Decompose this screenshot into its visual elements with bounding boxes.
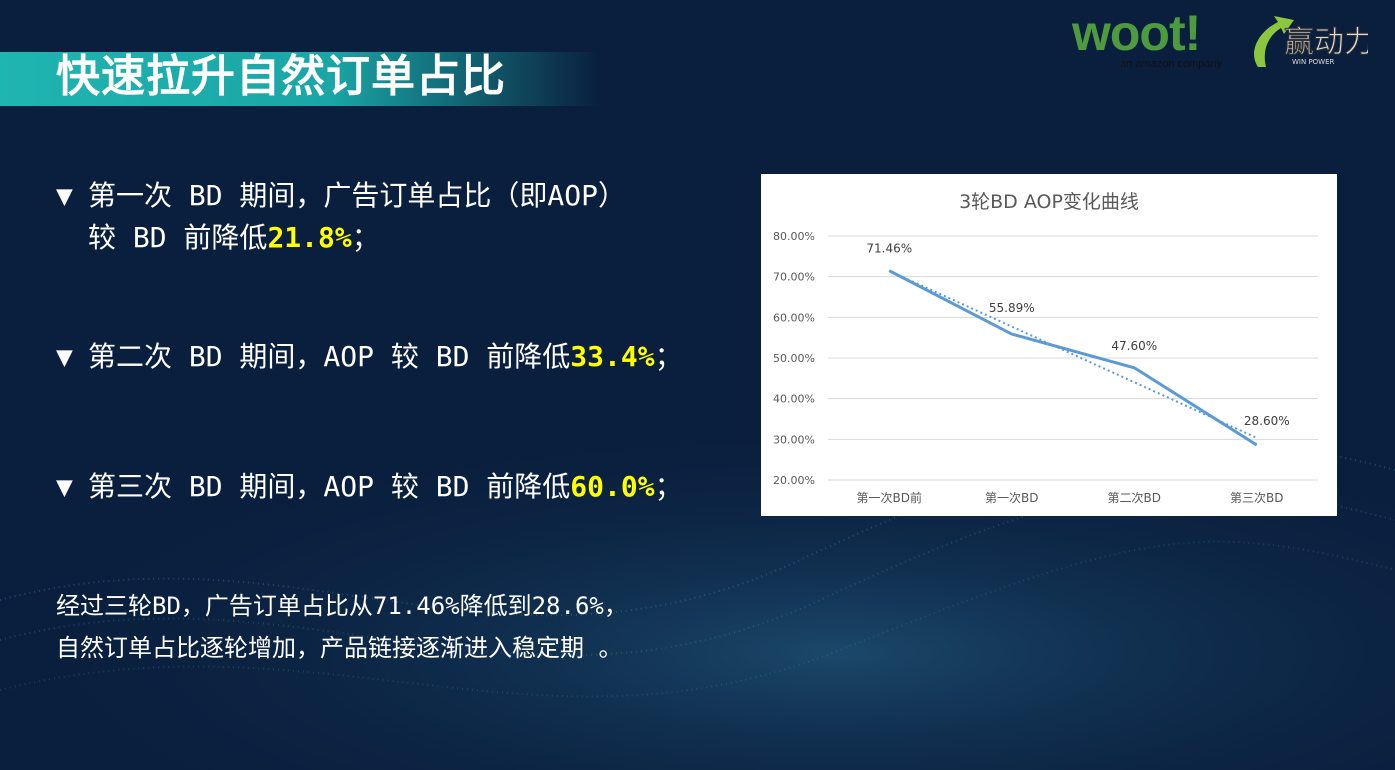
highlight-value: 60.0% [570, 470, 655, 503]
data-label: 71.46% [866, 242, 912, 256]
x-tick-label: 第一次BD前 [857, 490, 922, 505]
y-tick-label: 80.00% [773, 230, 815, 243]
summary-text: 经过三轮BD，广告订单占比从71.46%降低到28.6%， 自然订单占比逐轮增加… [56, 592, 628, 662]
winpower-logo: 赢动力 WIN POWER [1254, 16, 1368, 67]
triangle-down-icon: ▼ [56, 340, 73, 373]
bullet-3: ▼ 第三次 BD 期间，AOP 较 BD 前降低60.0%； [56, 466, 683, 508]
bullet-2: ▼ 第二次 BD 期间，AOP 较 BD 前降低33.4%； [56, 336, 683, 378]
x-tick-label: 第三次BD [1230, 491, 1283, 505]
y-tick-label: 40.00% [773, 393, 815, 406]
svg-text:WIN POWER: WIN POWER [1292, 58, 1335, 66]
y-tick-label: 30.00% [773, 433, 815, 446]
highlight-value: 33.4% [570, 340, 655, 373]
svg-text:赢动力: 赢动力 [1284, 25, 1368, 60]
y-tick-label: 20.00% [773, 474, 815, 487]
data-label: 55.89% [989, 301, 1035, 315]
triangle-down-icon: ▼ [56, 179, 73, 212]
x-tick-label: 第一次BD [985, 491, 1038, 505]
data-label: 28.60% [1244, 414, 1290, 428]
y-tick-label: 60.00% [773, 311, 815, 324]
trendline [888, 269, 1258, 439]
page-title: 快速拉升自然订单占比 [56, 51, 506, 102]
x-tick-label: 第二次BD [1108, 491, 1161, 505]
y-tick-label: 50.00% [773, 352, 815, 365]
chart-title: 3轮BD AOP变化曲线 [959, 191, 1139, 213]
series-line [888, 269, 1258, 447]
data-label: 47.60% [1111, 339, 1157, 353]
title-band [0, 52, 600, 106]
bullet-1: ▼ 第一次 BD 期间，广告订单占比（即AOP） 较 BD 前降低21.8%； [56, 175, 626, 259]
triangle-down-icon: ▼ [56, 470, 73, 503]
woot-logo: woot! an amazon company [1072, 5, 1223, 70]
highlight-value: 21.8% [267, 221, 352, 254]
chart-svg: 3轮BD AOP变化曲线 20.00% 30.00% 40.00% 50.00% 60.0… [773, 191, 1318, 505]
aop-line-chart: 3轮BD AOP变化曲线 20.00% 30.00% 40.00% 50.00% 60.0… [761, 174, 1337, 516]
y-tick-label: 70.00% [773, 271, 815, 284]
